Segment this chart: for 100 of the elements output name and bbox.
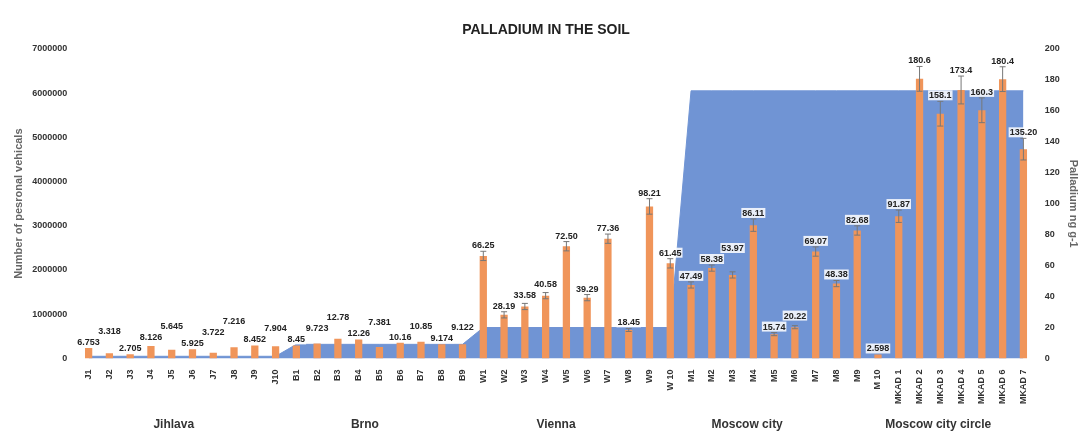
x-tick-label: W 10	[664, 369, 675, 391]
x-tick-label: J6	[186, 369, 197, 380]
y2-tick-label: 0	[1044, 352, 1050, 363]
bar	[936, 113, 944, 359]
bar	[334, 338, 342, 359]
data-label: 12.78	[326, 312, 350, 323]
bar	[604, 238, 612, 359]
bar	[832, 283, 841, 359]
bar	[417, 341, 425, 359]
data-label: 69.07	[804, 235, 827, 246]
y-tick-label: 7000000	[32, 43, 68, 54]
y-axis-title: Number of pesronal vehicals	[11, 128, 24, 279]
x-tick-label: W1	[477, 369, 488, 383]
data-label: 33.58	[513, 289, 537, 300]
data-label: 18.45	[617, 317, 640, 328]
x-tick-label: W3	[519, 369, 530, 383]
data-label: 173.4	[949, 65, 973, 76]
data-label: 7.216	[222, 316, 246, 327]
data-label: 180.4	[991, 55, 1014, 66]
data-label: 9.122	[451, 322, 474, 333]
data-label: 2.705	[118, 343, 142, 354]
data-label: 5.645	[160, 321, 183, 332]
y-tick-label: 0	[62, 352, 68, 363]
data-label: 48.38	[825, 269, 848, 280]
x-tick-label: M8	[830, 369, 841, 383]
x-tick-label: J3	[124, 369, 135, 380]
bar	[874, 354, 882, 359]
bar	[271, 346, 280, 359]
x-tick-label: B7	[415, 369, 426, 382]
x-tick-label: M1	[685, 369, 696, 383]
bar	[188, 349, 197, 359]
y2-tick-label: 20	[1044, 322, 1055, 333]
text: Moscow city	[711, 417, 784, 432]
bar	[791, 327, 799, 359]
data-label: 158.1	[929, 90, 952, 101]
data-label: 86.11	[742, 207, 765, 218]
data-label: 6.753	[77, 337, 100, 348]
y2-tick-label: 160	[1044, 105, 1060, 116]
text: Jihlava	[153, 417, 195, 432]
bar	[915, 78, 924, 359]
bar	[708, 268, 716, 359]
bar	[375, 347, 384, 359]
data-label: 9.723	[305, 323, 329, 334]
data-label: 98.21	[638, 187, 661, 198]
bar	[438, 344, 446, 359]
x-tick-label: B5	[373, 369, 384, 382]
data-label: 7.904	[264, 323, 287, 334]
y2-tick-label: 40	[1044, 291, 1055, 302]
data-label: 40.58	[534, 278, 557, 289]
data-label: 5.925	[181, 338, 204, 349]
x-tick-label: MKAD 3	[934, 369, 945, 405]
x-tick-label: M6	[789, 369, 800, 383]
bar	[998, 79, 1007, 359]
data-label: 20.22	[783, 310, 807, 321]
y2-tick-label: 140	[1044, 136, 1060, 147]
x-tick-label: W5	[560, 369, 571, 383]
data-label: 61.45	[659, 247, 682, 258]
data-label: 58.38	[700, 253, 724, 264]
x-tick-label: J5	[166, 369, 177, 380]
y2-axis-title: Palladium ng g-1	[1068, 159, 1081, 248]
bar	[500, 314, 508, 359]
x-tick-label: B1	[290, 369, 301, 382]
bar	[749, 225, 757, 359]
bar	[562, 246, 571, 359]
bar	[895, 216, 903, 359]
bar	[770, 334, 778, 359]
y-tick-label: 4000000	[32, 176, 68, 187]
bar	[625, 329, 633, 359]
x-tick-label: MKAD 7	[1017, 369, 1028, 405]
bar	[978, 110, 986, 359]
data-label: 12.26	[347, 328, 370, 339]
bar	[521, 306, 529, 359]
data-label: 8.452	[243, 334, 267, 345]
bar	[84, 348, 93, 359]
bar	[645, 206, 654, 359]
bar	[687, 284, 695, 359]
y2-tick-label: 120	[1044, 167, 1060, 178]
data-label: 3.318	[98, 326, 121, 337]
x-tick-label: MKAD 2	[914, 369, 925, 405]
y2-tick-label: 200	[1044, 43, 1060, 54]
x-tick-label: B2	[311, 369, 322, 382]
x-tick-label: MKAD 6	[997, 369, 1008, 405]
x-tick-label: W4	[540, 369, 551, 383]
data-label: 53.97	[721, 242, 744, 253]
bar	[853, 230, 861, 359]
x-tick-label: M 10	[872, 369, 883, 390]
x-tick-label: J7	[207, 369, 218, 380]
x-tick-label: B6	[394, 369, 405, 382]
data-label: 2.598	[866, 343, 890, 354]
data-label: 39.29	[575, 283, 599, 294]
x-tick-label: W7	[602, 369, 613, 383]
bar	[230, 347, 238, 359]
x-tick-label: J1	[83, 369, 94, 380]
x-tick-label: MKAD 1	[893, 369, 904, 405]
data-label: 9.174	[430, 333, 454, 344]
y2-tick-label: 60	[1044, 260, 1055, 271]
x-tick-label: J4	[145, 369, 156, 380]
x-tick-label: M3	[727, 369, 738, 383]
x-tick-label: J10	[270, 369, 281, 385]
data-label: 8.45	[287, 334, 306, 345]
